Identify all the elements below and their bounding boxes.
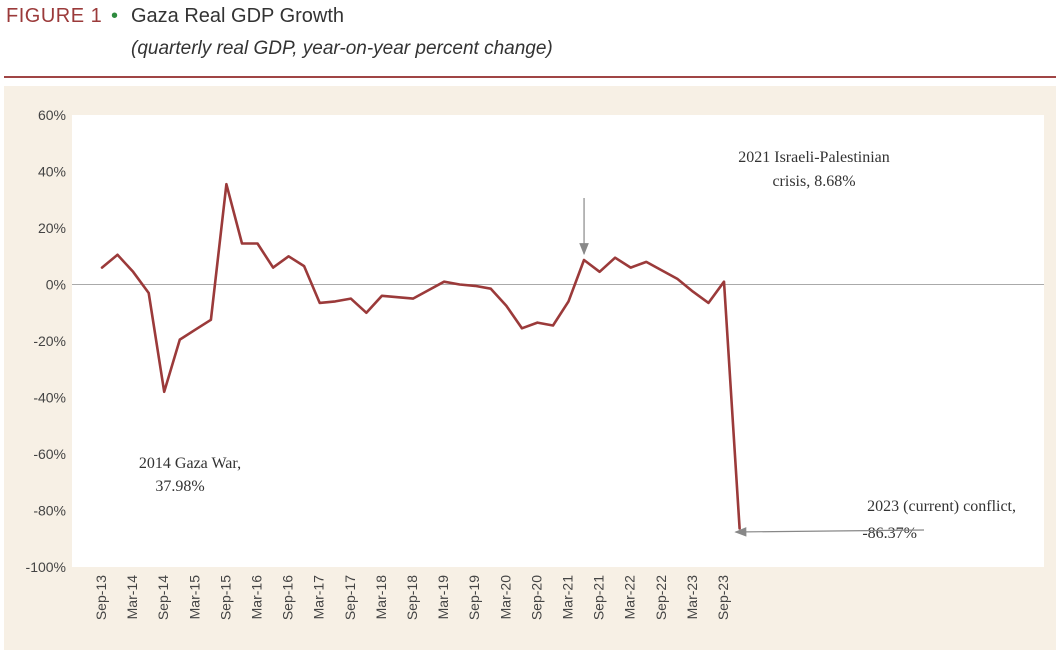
- x-tick-label: Sep-17: [342, 575, 358, 620]
- annotation-2021-crisis: 2021 Israeli-Palestinian: [738, 149, 890, 166]
- x-tick-label: Sep-18: [404, 575, 420, 620]
- x-tick-label: Sep-20: [528, 575, 544, 620]
- annotation-2021-crisis: crisis, 8.68%: [772, 173, 855, 190]
- x-tick-label: Sep-21: [591, 575, 607, 620]
- figure-label: FIGURE 1: [6, 5, 103, 27]
- y-tick-label: -80%: [33, 503, 66, 519]
- annotation-2014-gaza-war: 37.98%: [155, 478, 204, 495]
- x-tick-label: Sep-16: [280, 575, 296, 620]
- figure-subtitle: (quarterly real GDP, year-on-year percen…: [131, 38, 553, 59]
- x-tick-label: Mar-17: [311, 575, 327, 620]
- x-tick-label: Mar-19: [435, 575, 451, 620]
- x-tick-label: Mar-18: [373, 575, 389, 620]
- x-tick-label: Sep-19: [466, 575, 482, 620]
- y-tick-label: 60%: [38, 107, 66, 123]
- figure-bullet: •: [111, 5, 119, 27]
- x-tick-label: Mar-20: [497, 575, 513, 620]
- y-tick-label: -100%: [26, 559, 66, 575]
- line-chart: 60% 40% 20% 0% -20% -40% -60% -80% -100% Sep-13 Ma…: [26, 107, 1044, 620]
- y-tick-label: -60%: [33, 446, 66, 462]
- x-tick-label: Sep-23: [715, 575, 731, 620]
- x-tick-label: Mar-22: [622, 575, 638, 620]
- y-tick-label: -40%: [33, 390, 66, 406]
- y-tick-label: 0%: [46, 277, 66, 293]
- x-tick-label: Mar-15: [186, 575, 202, 620]
- x-tick-label: Mar-14: [124, 575, 140, 620]
- x-tick-label: Mar-16: [249, 575, 265, 620]
- figure-title: Gaza Real GDP Growth: [131, 5, 345, 27]
- x-tick-label: Mar-23: [684, 575, 700, 620]
- annotation-2023-arrow: [734, 527, 925, 537]
- header-divider: [4, 76, 1056, 78]
- y-tick-label: 40%: [38, 164, 66, 180]
- x-tick-label: Sep-22: [653, 575, 669, 620]
- annotation-2023-conflict: 2023 (current) conflict,: [867, 498, 1016, 515]
- x-tick-label: Sep-14: [155, 575, 171, 620]
- annotation-2014-gaza-war: 2014 Gaza War,: [139, 455, 241, 472]
- chart-panel: 60% 40% 20% 0% -20% -40% -60% -80% -100% Sep-13 Ma…: [4, 86, 1056, 650]
- y-tick-label: -20%: [33, 333, 66, 349]
- y-tick-label: 20%: [38, 220, 66, 236]
- series-line: [100, 182, 741, 530]
- annotation-2023-conflict: -86.37%: [862, 525, 917, 542]
- x-tick-label: Mar-21: [560, 575, 576, 620]
- x-tick-label: Sep-13: [93, 575, 109, 620]
- figure-header: FIGURE 1 • Gaza Real GDP Growth (quarter…: [0, 0, 1058, 80]
- x-tick-label: Sep-15: [217, 575, 233, 620]
- plot-area: [72, 115, 1044, 567]
